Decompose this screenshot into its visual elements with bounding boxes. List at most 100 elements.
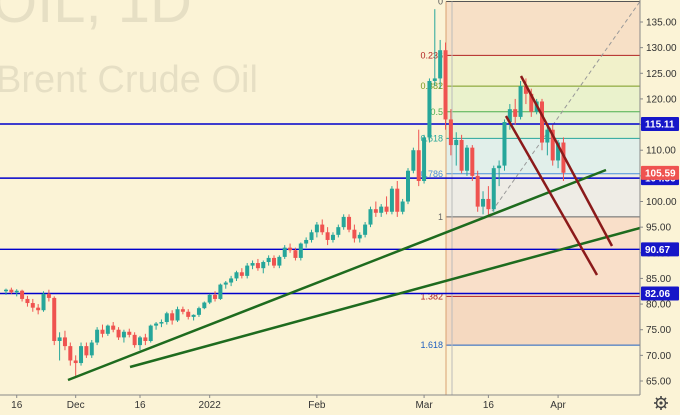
candle-body [90, 343, 94, 356]
candle-body [176, 309, 180, 320]
candle-body [9, 290, 13, 293]
y-tick-label: 85.00 [646, 274, 671, 285]
candle-body [15, 291, 19, 293]
candle-body [492, 168, 496, 209]
x-tick-label: Feb [308, 400, 326, 411]
hline-badge: 115.11 [645, 120, 675, 131]
candle-body [192, 315, 196, 317]
x-tick-label: Apr [550, 400, 566, 411]
y-tick-label: 110.00 [646, 146, 676, 157]
candle-body [460, 140, 464, 171]
candle-body [202, 303, 206, 309]
candle-body [95, 330, 99, 343]
y-tick-label: 80.00 [646, 300, 671, 311]
candle-body [31, 303, 35, 308]
candle-body [540, 101, 544, 142]
candle-body [470, 148, 474, 176]
candle-body [208, 295, 212, 303]
candle-body [486, 199, 490, 209]
candle-body [111, 326, 115, 330]
candle-body [277, 257, 281, 266]
candle-body [545, 130, 549, 143]
candle-body [513, 109, 517, 117]
candle-body [352, 230, 356, 239]
candle-body [444, 50, 448, 119]
candle-body [20, 291, 24, 299]
candle-body [406, 171, 410, 202]
candle-body [417, 150, 421, 181]
current-price-badge: 105.59 [645, 168, 676, 179]
x-tick-label: Mar [415, 400, 433, 411]
candle-body [379, 207, 383, 213]
x-tick-label: 16 [134, 400, 146, 411]
candle-body [154, 324, 158, 326]
candle-body [181, 309, 185, 312]
candle-body [63, 337, 67, 346]
watermark-name: Brent Crude Oil [0, 59, 258, 101]
candle-body [476, 176, 480, 207]
candle-body [47, 294, 51, 298]
x-tick-label: Dec [67, 400, 85, 411]
y-tick-label: 120.00 [646, 94, 677, 105]
candle-body [502, 122, 506, 166]
candle-body [385, 207, 389, 212]
candle-body [293, 250, 297, 258]
candle-body [401, 202, 405, 212]
y-tick-label: 70.00 [646, 351, 671, 362]
candle-body [283, 248, 287, 257]
candle-body [422, 137, 426, 181]
candle-body [240, 272, 244, 276]
candle-body [395, 189, 399, 212]
candle-body [304, 240, 308, 244]
candle-body [315, 225, 319, 233]
x-tick-label: 16 [483, 400, 495, 411]
y-tick-label: 135.00 [646, 18, 677, 29]
candle-body [143, 337, 147, 341]
candle-body [165, 313, 169, 322]
x-tick-label: 2022 [199, 400, 222, 411]
candle-body [149, 326, 153, 341]
y-tick-label: 130.00 [646, 43, 677, 54]
candle-body [213, 295, 217, 299]
candle-body [411, 150, 415, 171]
candle-body [449, 119, 453, 145]
candle-body [363, 225, 367, 235]
candle-body [42, 294, 46, 310]
candle-body [68, 346, 72, 360]
candle-body [117, 330, 121, 338]
candle-body [438, 50, 442, 78]
candle-body [310, 232, 314, 240]
candle-body [74, 360, 78, 363]
fib-label: 0.382 [420, 81, 443, 91]
candle-body [79, 346, 83, 363]
candle-body [58, 337, 62, 341]
candle-body [374, 209, 378, 213]
candle-body [256, 263, 260, 268]
candle-body [197, 308, 201, 315]
fib-zone [446, 138, 640, 173]
fib-label: 0.5 [430, 107, 443, 117]
fib-label: 1.618 [420, 340, 443, 350]
candle-body [454, 140, 458, 145]
candle-body [4, 290, 8, 292]
candle-body [245, 266, 249, 276]
x-axis-area[interactable] [0, 395, 680, 415]
x-tick-label: 16 [11, 400, 23, 411]
gear-icon[interactable] [654, 396, 668, 410]
candle-body [186, 312, 190, 317]
candle-body [127, 332, 131, 335]
candle-body [138, 337, 142, 345]
candle-body [326, 232, 330, 240]
candle-body [497, 166, 501, 169]
candle-body [267, 258, 271, 262]
candle-body [84, 346, 88, 355]
candle-body [433, 78, 437, 81]
candle-body [331, 235, 335, 240]
candle-body [336, 227, 340, 235]
y-tick-label: 65.00 [646, 377, 671, 388]
candle-body [342, 217, 346, 227]
candle-body [358, 235, 362, 239]
hline-badge: 90.67 [645, 245, 670, 256]
candle-body [218, 285, 222, 299]
